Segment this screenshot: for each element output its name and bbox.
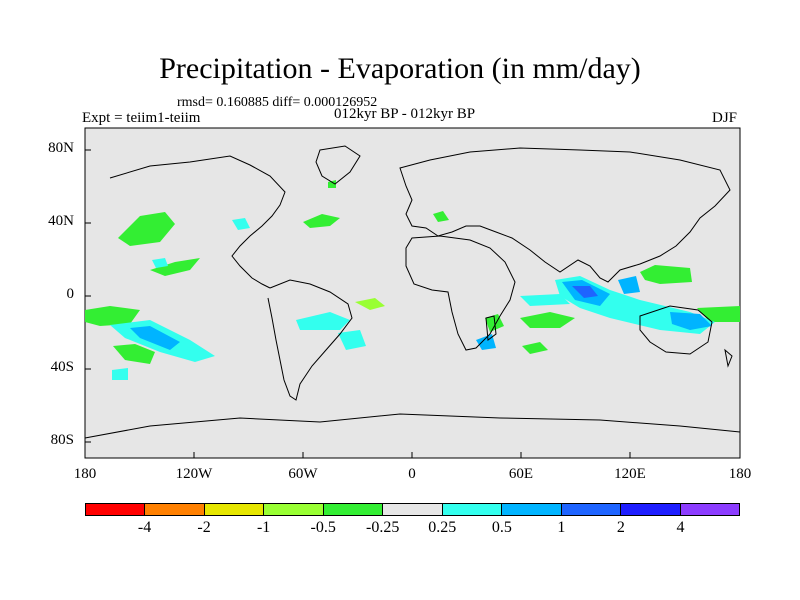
- patch-io-dark: [572, 286, 598, 298]
- map-background: [84, 127, 741, 459]
- lon-label-120e: 120E: [614, 466, 646, 482]
- lon-label-180w: 180: [73, 466, 97, 482]
- patch-indian: [520, 312, 575, 328]
- patch-satl-cyan: [296, 312, 350, 330]
- colorbar: [85, 503, 740, 516]
- lat-label-40n: 40N: [48, 213, 74, 229]
- colorbar-label: -4: [137, 519, 152, 536]
- experiment-label: Expt = teiim1-teiim: [82, 110, 201, 126]
- lat-label-80s: 80S: [50, 432, 74, 448]
- lon-label-180e: 180: [728, 466, 752, 482]
- tick-marks: [84, 149, 741, 458]
- patch-natl: [303, 214, 340, 228]
- lon-label-60w: 60W: [288, 466, 318, 482]
- plot-title: Precipitation - Evaporation (in mm/day): [159, 52, 641, 85]
- colorbar-swatch: [680, 504, 739, 515]
- colorbar-swatch: [145, 504, 205, 515]
- colorbar-label: -1: [256, 519, 271, 536]
- colorbar-swatch: [561, 504, 622, 515]
- patch-samerica: [355, 298, 385, 310]
- colorbar-swatch: [204, 504, 265, 515]
- colorbar-label: 1: [557, 519, 566, 536]
- patch-greenland: [328, 180, 336, 188]
- colorbar-swatch: [502, 504, 562, 515]
- colorbar-swatch: [442, 504, 503, 515]
- patch-ne-pac: [150, 258, 200, 276]
- patch-spac-c: [113, 344, 155, 364]
- patch-sea-blue: [618, 276, 640, 294]
- stats-text: rmsd= 0.160885 diff= 0.000126952: [177, 95, 378, 110]
- patch-cyan-sw: [112, 368, 128, 380]
- lat-label-40s: 40S: [50, 359, 74, 375]
- lon-label-60e: 60E: [508, 466, 534, 482]
- patch-sam-cyan: [338, 330, 366, 350]
- lon-label-120w: 120W: [175, 466, 213, 482]
- colorbar-label: 0.25: [428, 519, 457, 536]
- colorbar-swatch: [621, 504, 681, 515]
- coastlines: [84, 145, 741, 439]
- patch-spac-blue: [130, 326, 180, 350]
- colorbar-label: -0.25: [366, 519, 400, 536]
- patch-spac-w: [85, 306, 140, 326]
- colorbar-label: 4: [676, 519, 685, 536]
- lat-label-80n: 80N: [48, 140, 74, 156]
- colorbar-label: 0.5: [491, 519, 512, 536]
- colorbar-label: -2: [197, 519, 211, 536]
- patch-wpac: [640, 265, 692, 284]
- patch-io-cyan: [520, 294, 570, 306]
- season-label: DJF: [712, 110, 738, 126]
- period-label: 012kyr BP - 012kyr BP: [334, 106, 476, 122]
- lat-label-0: 0: [66, 286, 75, 302]
- colorbar-swatch: [323, 504, 384, 515]
- patch-eurasia: [433, 211, 449, 222]
- colorbar-swatch: [383, 504, 443, 515]
- colorbar-label: 2: [616, 519, 625, 536]
- patch-wpac-blue: [670, 312, 712, 330]
- colorbar-label: -0.5: [310, 519, 336, 536]
- colorbar-swatch: [86, 504, 146, 515]
- patch-atlantic-s: [522, 342, 548, 354]
- anomaly-patches: [85, 180, 740, 380]
- lon-label-0: 0: [408, 466, 416, 482]
- patch-nh-cyan: [232, 218, 250, 230]
- patch-cyan-gulf: [152, 258, 168, 268]
- patch-npac: [118, 212, 175, 246]
- colorbar-swatch: [264, 504, 324, 515]
